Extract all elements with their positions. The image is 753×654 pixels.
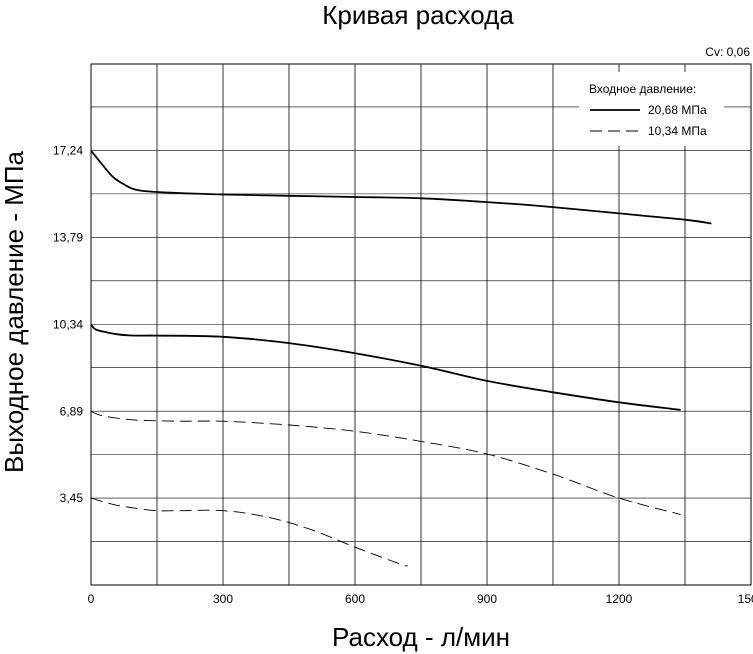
x-tick-label: 0: [88, 592, 95, 606]
series-line-2: [90, 323, 681, 411]
legend: Входное давление: 20,68 МПа 10,34 МПа: [579, 72, 724, 146]
x-tick-label: 1200: [606, 592, 633, 606]
grid: [91, 64, 751, 585]
legend-background: [579, 72, 724, 146]
chart-title: Кривая расхода: [322, 0, 514, 30]
y-axis-label: Выходное давление - МПа: [0, 150, 29, 473]
y-tick-label: 6,89: [60, 404, 84, 418]
legend-label-20-68: 20,68 МПа: [648, 103, 707, 117]
x-tick-label: 900: [477, 592, 497, 606]
x-tick-label: 1500: [738, 592, 753, 606]
y-axis-ticks: 3,45 6,89 10,34 13,79 17,24: [53, 144, 83, 505]
cv-label: Cv: 0,06: [705, 45, 750, 59]
x-axis-ticks: 0 300 600 900 1200 1500: [88, 592, 753, 606]
legend-title: Входное давление:: [589, 82, 696, 96]
legend-label-10-34: 10,34 МПа: [648, 124, 707, 138]
y-tick-label: 3,45: [60, 491, 84, 505]
plot-area-frame: [90, 63, 752, 586]
y-tick-label: 17,24: [53, 144, 83, 158]
x-axis-label: Расход - л/мин: [332, 622, 510, 652]
x-tick-label: 600: [345, 592, 365, 606]
y-tick-label: 13,79: [53, 231, 83, 245]
series-group: [90, 150, 712, 567]
series-line-3: [90, 410, 681, 515]
series-line-1: [90, 150, 712, 225]
y-tick-label: 10,34: [53, 318, 83, 332]
series-line-4: [90, 497, 408, 567]
x-tick-label: 300: [213, 592, 233, 606]
